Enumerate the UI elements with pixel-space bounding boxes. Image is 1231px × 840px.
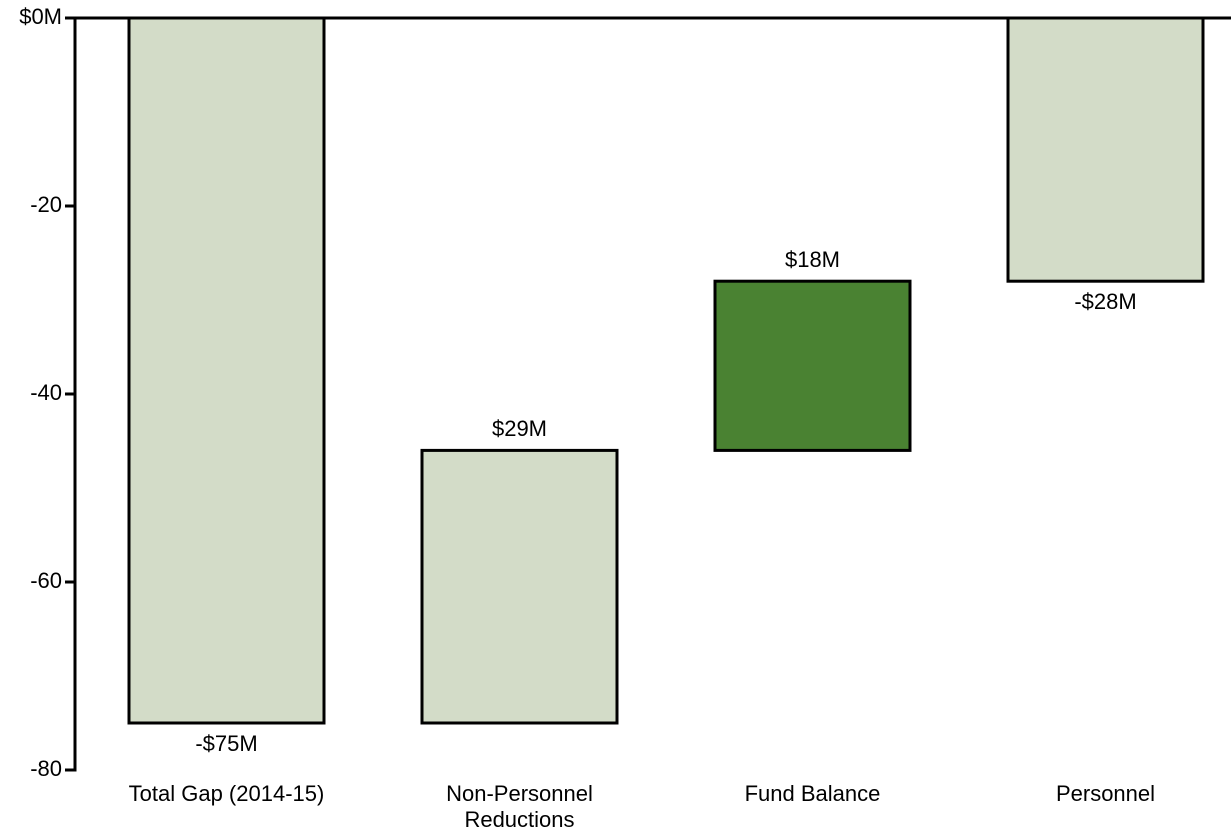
bar <box>420 448 619 725</box>
value-label: $18M <box>785 247 840 272</box>
y-tick-label: -80 <box>30 756 62 781</box>
x-tick-label: Non-Personnel Reductions <box>446 781 593 832</box>
bar <box>1006 16 1205 283</box>
y-tick-label: -40 <box>30 380 62 405</box>
value-label: -$75M <box>195 731 257 756</box>
value-label: -$28M <box>1074 289 1136 314</box>
x-tick-label: Personnel <box>1055 781 1156 806</box>
y-tick-label: -60 <box>30 568 62 593</box>
bar <box>713 279 912 452</box>
y-tick-label: $0M <box>19 4 62 29</box>
bar <box>127 16 326 725</box>
x-tick-label: Fund Balance <box>744 781 881 806</box>
y-tick-label: -20 <box>30 192 62 217</box>
value-label: $29M <box>492 416 547 441</box>
x-tick-label: Total Gap (2014-15) <box>128 781 325 806</box>
